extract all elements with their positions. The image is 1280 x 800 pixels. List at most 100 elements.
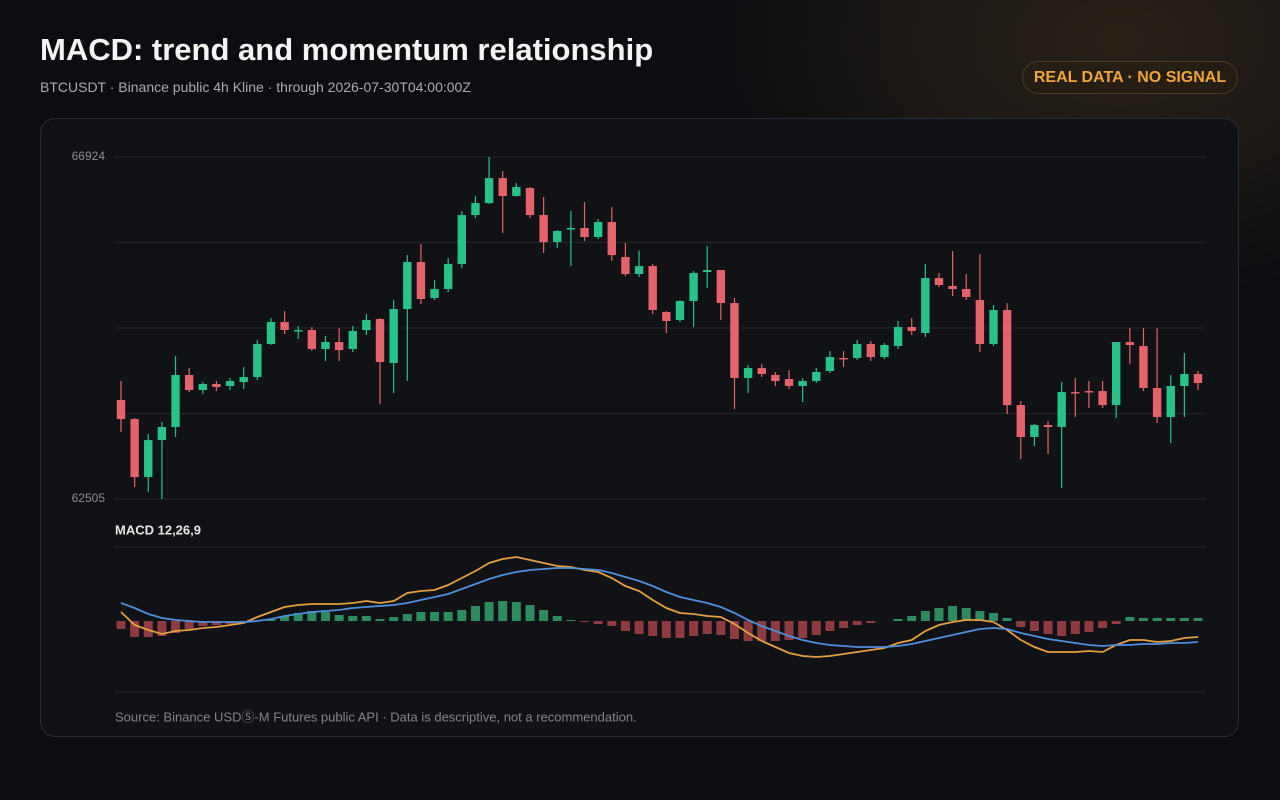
histogram-bar — [1057, 621, 1067, 636]
histogram-bar — [1166, 618, 1176, 621]
histogram-bar — [470, 606, 480, 621]
candle-body — [607, 222, 616, 256]
candle-body — [362, 319, 371, 331]
histogram-bar — [1084, 621, 1094, 632]
candle-body — [880, 344, 889, 357]
candle-body — [294, 330, 303, 332]
candle-body — [689, 273, 698, 302]
candle-body — [321, 342, 330, 350]
histogram-bar — [334, 615, 344, 621]
candle-body — [566, 228, 576, 230]
histogram-bar — [866, 621, 876, 623]
candle-body — [212, 383, 221, 388]
histogram-bar — [920, 611, 930, 621]
histogram-bar — [1193, 618, 1203, 621]
histogram-bar — [307, 611, 317, 621]
histogram-bar — [620, 621, 630, 631]
candle-body — [1030, 425, 1039, 438]
candle-body — [1071, 392, 1080, 394]
histogram-bar — [361, 616, 371, 621]
candle-body — [471, 203, 480, 216]
histogram-bar — [948, 606, 958, 621]
candle-body — [757, 368, 766, 375]
macd-label: MACD 12,26,9 — [115, 522, 201, 537]
candle-body — [989, 310, 998, 344]
histogram-bar — [1002, 618, 1012, 621]
candle-body — [484, 178, 494, 204]
histogram-bar — [607, 621, 617, 626]
histogram-bar — [402, 614, 412, 621]
histogram-bar — [975, 611, 985, 621]
histogram-bar — [784, 621, 794, 640]
histogram-bar — [116, 621, 126, 629]
histogram-bar — [1138, 618, 1148, 621]
histogram-bar — [934, 608, 944, 621]
histogram-bar — [157, 621, 167, 636]
histogram-bar — [1016, 621, 1026, 627]
histogram-bar — [320, 612, 330, 621]
histogram-bar — [675, 621, 685, 638]
candle-body — [1152, 388, 1162, 418]
candle-body — [1166, 386, 1175, 418]
histogram-bar — [1111, 621, 1121, 624]
histogram-bar — [348, 616, 358, 621]
candle-body — [1098, 391, 1107, 406]
candle-body — [839, 357, 848, 360]
candle-body — [1084, 391, 1094, 393]
candle-body — [893, 327, 903, 346]
histogram-bar — [143, 621, 153, 637]
histogram-bar — [184, 621, 194, 629]
candle-body — [184, 375, 194, 391]
candle-body — [1043, 425, 1053, 428]
histogram-bar — [198, 621, 208, 626]
candle-body — [962, 289, 971, 298]
y-tick-label: 66924 — [72, 149, 106, 163]
candle-body — [171, 375, 180, 428]
histogram-bar — [689, 621, 699, 636]
candle-body — [580, 228, 589, 238]
histogram-bar — [702, 621, 712, 634]
candle-body — [743, 368, 753, 379]
histogram-bar — [525, 605, 535, 621]
candle-body — [116, 400, 126, 420]
candle-body — [334, 342, 344, 351]
page-title: MACD: trend and momentum relationship — [40, 32, 654, 67]
candle-body — [648, 266, 657, 311]
candle-body — [253, 343, 262, 378]
candle-body — [921, 278, 930, 333]
candle-body — [975, 300, 985, 344]
histogram-bar — [1029, 621, 1039, 631]
candle-body — [157, 427, 167, 441]
candle-body — [457, 215, 467, 265]
candle-body — [784, 379, 794, 387]
macd-line — [120, 567, 1199, 648]
candle-body — [866, 343, 876, 357]
candle-body — [1180, 374, 1189, 387]
candle-body — [1016, 405, 1025, 438]
page-subtitle: BTCUSDT · Binance public 4h Kline · thro… — [40, 79, 471, 95]
histogram-bar — [648, 621, 658, 636]
candle-body — [198, 383, 207, 391]
candle-body — [771, 375, 780, 381]
histogram-bar — [1070, 621, 1080, 634]
candle-body — [634, 266, 644, 275]
candle-body — [144, 440, 153, 478]
histogram-bar — [907, 616, 917, 621]
candle-body — [703, 269, 712, 273]
candle-body — [593, 222, 603, 238]
macd-line — [120, 556, 1199, 658]
candle-body — [239, 377, 248, 382]
histogram-bar — [1152, 618, 1162, 621]
candle-body — [266, 322, 276, 344]
candle-body — [948, 286, 957, 290]
histogram-bar — [989, 613, 999, 621]
histogram-bar — [130, 621, 140, 637]
candle-body — [907, 327, 916, 331]
status-badge: REAL DATA · NO SIGNAL — [1022, 61, 1238, 94]
histogram-bar — [430, 612, 440, 621]
histogram-bar — [893, 619, 903, 621]
candle-body — [1139, 345, 1148, 389]
histogram-bar — [852, 621, 862, 625]
histogram-bar — [661, 621, 671, 638]
candle-body — [280, 322, 289, 331]
